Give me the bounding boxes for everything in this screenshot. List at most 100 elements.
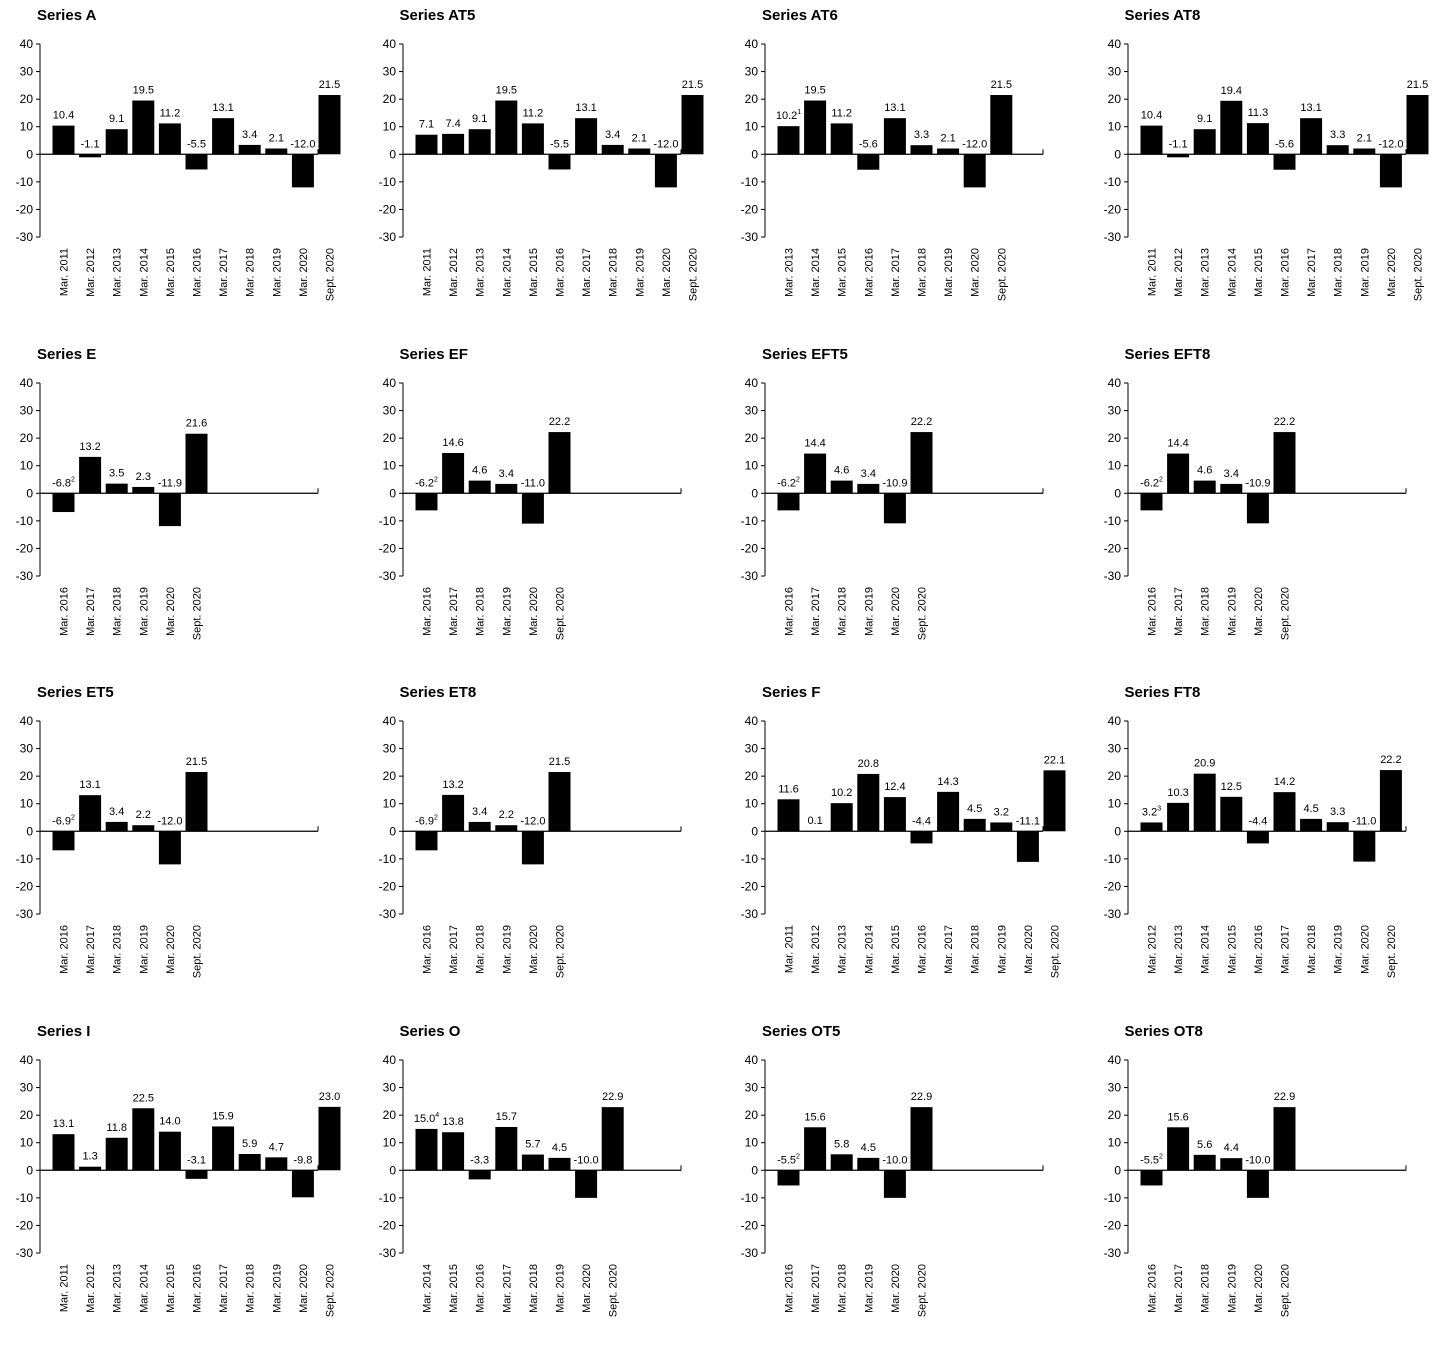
x-category-label: Mar. 2019 <box>501 587 513 636</box>
x-category-label: Mar. 2014 <box>501 248 513 297</box>
y-tick-label: 30 <box>382 1081 396 1095</box>
bar <box>105 822 128 832</box>
data-label: 11.2 <box>522 107 543 119</box>
bar <box>415 134 437 155</box>
bar <box>265 1157 288 1171</box>
data-label: 21.5 <box>991 79 1012 91</box>
bar <box>79 154 102 158</box>
data-label-footnote: 2 <box>1159 1153 1163 1160</box>
bar <box>830 123 853 155</box>
bar <box>1166 1127 1189 1171</box>
data-label: -11.0 <box>520 477 544 489</box>
x-category-label: Mar. 2018 <box>112 587 124 636</box>
bar <box>158 1131 181 1171</box>
y-tick-label: -10 <box>1103 514 1121 528</box>
x-category-label: Sept. 2020 <box>325 248 337 301</box>
y-tick-label: 0 <box>751 486 758 500</box>
y-tick-label: 0 <box>751 825 758 839</box>
data-label-value: -10.0 <box>1245 1154 1270 1166</box>
data-label-value: 11.2 <box>522 107 543 119</box>
y-tick-label: 20 <box>745 431 759 445</box>
x-category-label: Sept. 2020 <box>554 925 566 978</box>
x-category-label: Mar. 2019 <box>943 248 955 297</box>
x-category-label: Mar. 2018 <box>837 587 849 636</box>
y-tick-label: 20 <box>1107 431 1121 445</box>
y-tick-label: 0 <box>389 486 396 500</box>
x-category-label: Sept. 2020 <box>554 587 566 640</box>
x-category-label: Mar. 2018 <box>1332 248 1344 297</box>
bar <box>1166 154 1189 158</box>
x-category-label: Mar. 2017 <box>1279 925 1291 974</box>
data-label-value: 22.2 <box>1380 754 1401 766</box>
data-label-value: -5.5 <box>550 138 569 150</box>
x-category-label: Mar. 2014 <box>138 1264 150 1313</box>
x-category-label: Mar. 2016 <box>421 925 433 974</box>
chart-title: Series A <box>37 7 97 24</box>
x-category-label: Mar. 2019 <box>138 925 150 974</box>
x-category-label: Mar. 2020 <box>527 925 539 974</box>
data-label-value: 22.1 <box>1044 755 1065 767</box>
chart-title: Series ET8 <box>399 684 477 702</box>
bar <box>1219 100 1242 155</box>
data-label-value: 9.1 <box>1197 113 1212 125</box>
x-category-label: Mar. 2018 <box>527 1264 539 1313</box>
chart-title: Series F <box>762 684 821 702</box>
data-label: -10.9 <box>1245 477 1270 489</box>
x-category-label: Mar. 2018 <box>1199 587 1211 636</box>
data-label-value: 12.4 <box>884 781 905 793</box>
y-tick-label: -20 <box>1103 1219 1121 1233</box>
chart-svg: 40 30 20 10 0 -10 -20 -30 10.4 Mar. 2011 -1.1 Mar. … <box>1103 37 1428 301</box>
data-label-footnote: 2 <box>1159 476 1163 483</box>
y-tick-label: 10 <box>382 120 396 134</box>
x-category-label: Mar. 2016 <box>192 1264 204 1313</box>
data-label: 13.2 <box>442 779 463 791</box>
bar <box>681 95 703 155</box>
y-tick-label: 10 <box>745 458 759 472</box>
data-label: 22.5 <box>133 1092 154 1104</box>
bar <box>291 1170 314 1198</box>
x-category-label: Mar. 2017 <box>85 925 97 974</box>
x-category-label: Mar. 2019 <box>996 925 1008 974</box>
x-category-label: Mar. 2016 <box>59 587 71 636</box>
y-tick-label: -20 <box>16 541 34 555</box>
data-label: 22.2 <box>1380 754 1401 766</box>
data-label: 3.3 <box>1330 807 1345 819</box>
y-tick-label: 0 <box>389 825 396 839</box>
data-label: 11.2 <box>831 107 852 119</box>
data-label-value: -6.9 <box>52 816 71 828</box>
chart-panel: Series F 40 30 20 10 0 -10 -20 -30 11.6 Mar. 2011 0… <box>725 677 1087 1007</box>
bar <box>185 1170 208 1179</box>
bar <box>883 118 906 155</box>
chart-svg: 40 30 20 10 0 -10 -20 -30 -6.22 Mar. 2016 14.6 Mar.… <box>378 376 681 640</box>
chart-title: Series EFT8 <box>1124 345 1211 363</box>
data-label-footnote: 2 <box>434 815 438 822</box>
bar <box>990 95 1013 155</box>
x-category-label: Mar. 2020 <box>1252 1264 1264 1313</box>
y-tick-label: -20 <box>741 541 759 555</box>
x-category-label: Sept. 2020 <box>192 925 204 978</box>
data-label: -6.22 <box>415 476 438 489</box>
data-label-value: -4.4 <box>1248 816 1267 828</box>
data-label: 3.4 <box>605 129 620 141</box>
y-tick-label: 40 <box>382 376 396 390</box>
y-tick-label: 10 <box>1107 458 1121 472</box>
y-tick-label: -30 <box>378 569 396 583</box>
bar <box>1379 770 1402 832</box>
x-category-label: Mar. 2014 <box>138 248 150 297</box>
data-label-value: 11.2 <box>160 107 181 119</box>
bar <box>1166 453 1189 493</box>
chart-title: Series FT8 <box>1124 684 1201 702</box>
x-category-label: Mar. 2019 <box>1226 1264 1238 1313</box>
bar <box>105 483 128 493</box>
chart-svg: 40 30 20 10 0 -10 -20 -30 7.1 Mar. 2011 7.4 Mar. 20… <box>378 37 703 301</box>
data-label-value: -1.1 <box>81 138 100 150</box>
bar <box>212 1126 235 1171</box>
chart-panel: Series FT8 40 30 20 10 0 -10 -20 -30 3.23 Mar. 201… <box>1088 677 1450 1007</box>
data-label-value: 3.4 <box>472 806 487 818</box>
data-label: 13.1 <box>53 1118 74 1130</box>
bar <box>548 1157 570 1171</box>
data-label-value: 21.5 <box>991 79 1012 91</box>
data-label-value: 7.4 <box>445 118 460 130</box>
x-category-label: Mar. 2017 <box>810 1264 822 1313</box>
y-tick-label: 10 <box>745 1136 759 1150</box>
